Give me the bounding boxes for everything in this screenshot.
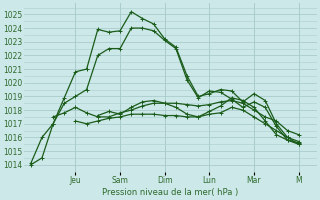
- X-axis label: Pression niveau de la mer( hPa ): Pression niveau de la mer( hPa ): [102, 188, 238, 197]
